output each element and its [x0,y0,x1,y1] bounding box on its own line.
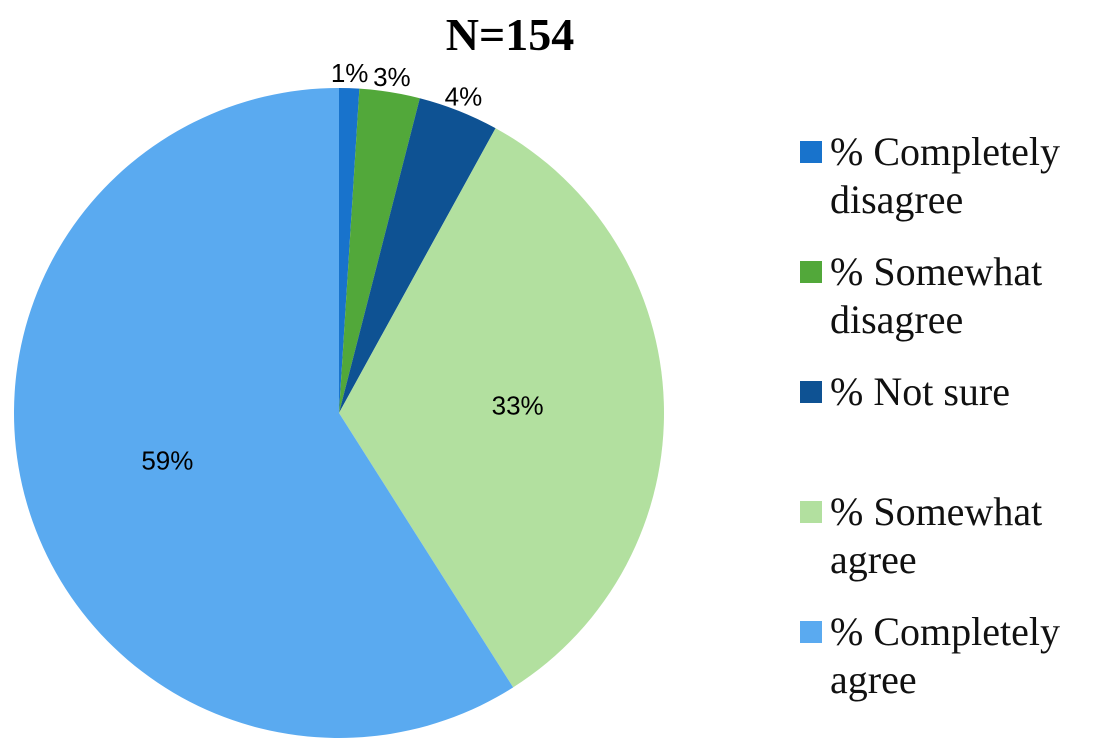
legend-entry: % Completely disagree [800,128,1100,248]
legend-swatch [800,261,822,283]
pie-slice [339,128,664,688]
legend-swatch [800,501,822,523]
legend-label: % Somewhat agree [830,489,1043,582]
pie-slice [13,87,514,738]
legend-entry: % Somewhat disagree [800,248,1100,368]
legend-label: % Completely agree [830,609,1060,702]
legend-swatch [800,141,822,163]
legend-entry: % Somewhat agree [800,488,1100,608]
data-label: 59% [141,446,193,476]
legend-label: % Somewhat disagree [830,249,1043,342]
data-label: 4% [445,82,483,112]
data-label: 1% [331,58,369,88]
legend-swatch [800,381,822,403]
legend-swatch [800,621,822,643]
pie-slice [339,88,420,414]
legend-entry: % Not sure [800,368,1100,488]
data-label: 33% [492,390,544,420]
legend: % Completely disagree % Somewhat disagree… [800,128,1100,728]
legend-label: % Not sure [830,369,1010,414]
data-label: 3% [373,62,411,92]
legend-entry: % Completely agree [800,608,1100,728]
pie-slice [339,88,360,413]
chart-title: N=154 [446,9,574,60]
legend-label: % Completely disagree [830,129,1060,222]
pie-slice [339,98,496,413]
